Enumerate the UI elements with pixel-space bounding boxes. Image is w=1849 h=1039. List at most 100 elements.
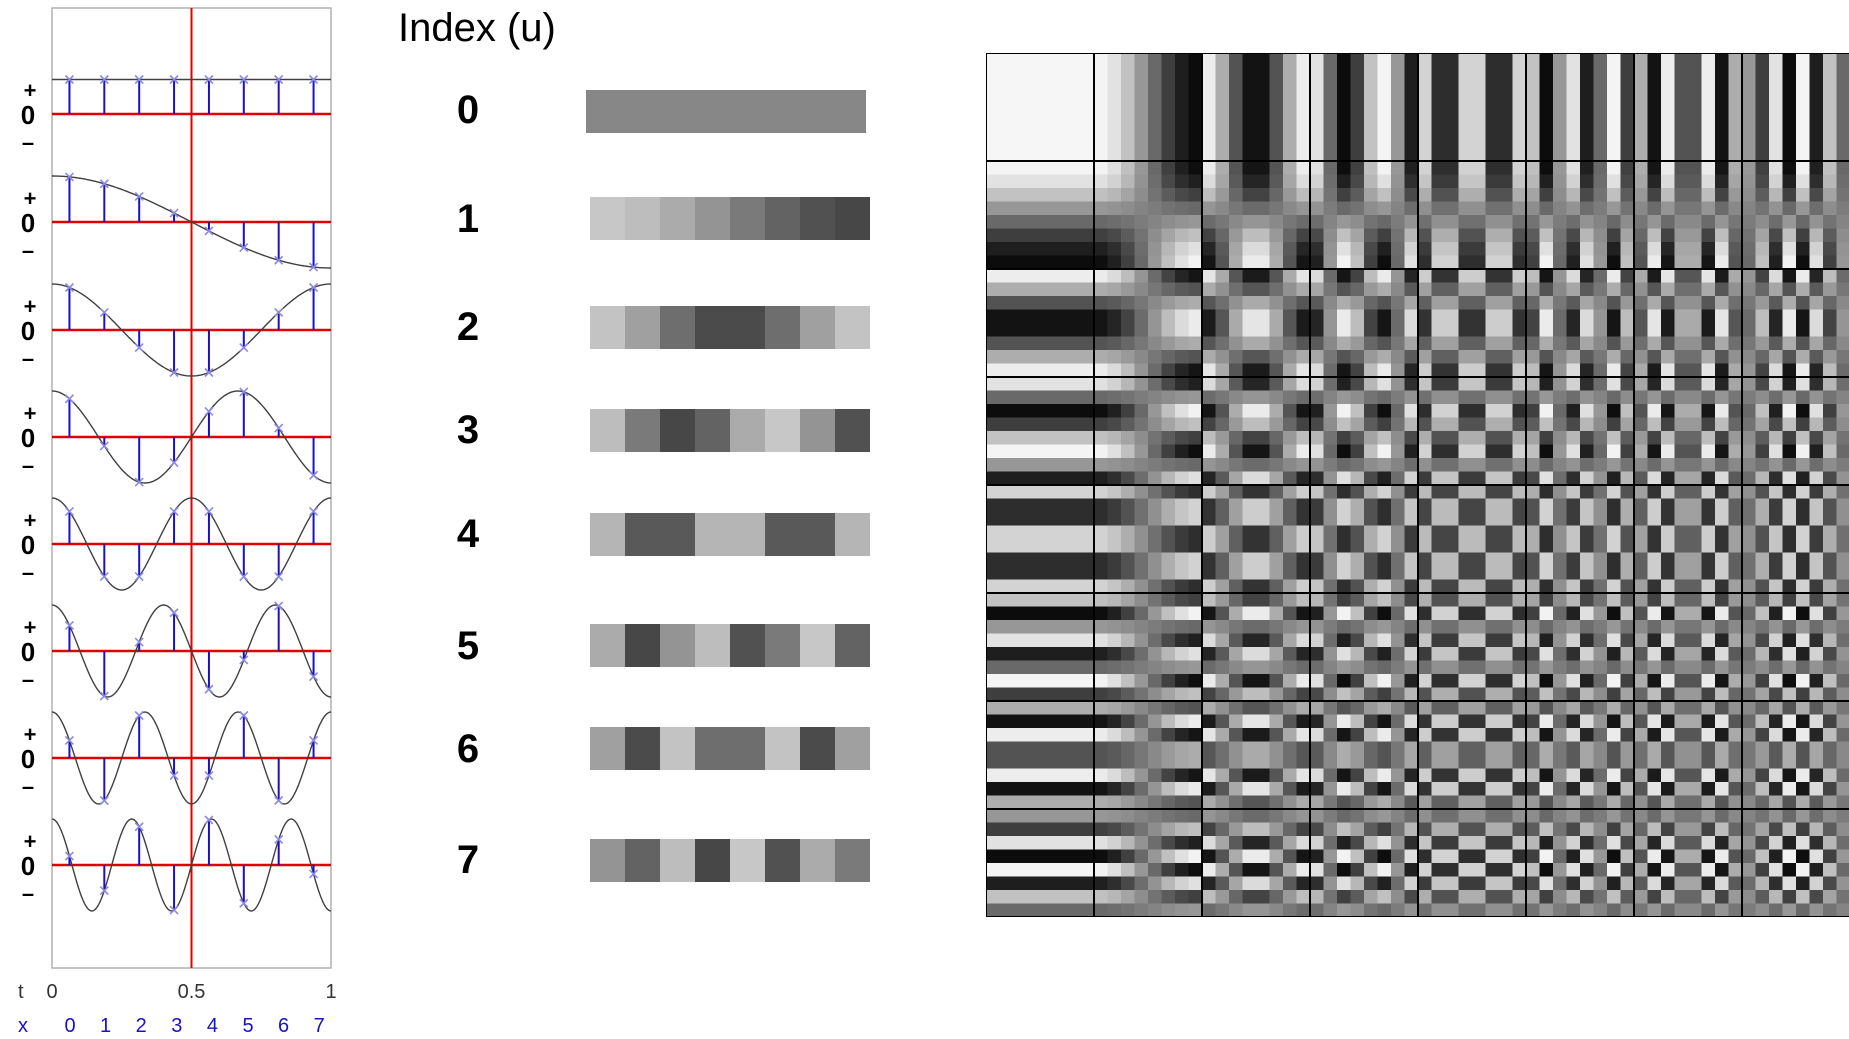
sample-marker [99, 307, 109, 317]
sample-marker [239, 655, 249, 665]
sample-marker [64, 620, 75, 631]
sample-marker [239, 710, 249, 721]
sign-plus-label: + [24, 186, 37, 211]
basis-bar-cell [835, 839, 870, 882]
basis-block [986, 809, 1095, 917]
sign-minus-label: – [22, 560, 34, 585]
basis-bar-cell [730, 306, 765, 349]
basis-block [986, 701, 1095, 810]
basis-bar-cell [621, 90, 656, 133]
sign-plus-label: + [24, 829, 37, 854]
sample-marker [239, 343, 249, 353]
basis-bar-cell [765, 624, 800, 667]
dct-basis-image-grid [986, 53, 1849, 917]
basis-bar-cell [796, 90, 831, 133]
sign-minus-label: – [22, 238, 34, 263]
index-label-5: 5 [456, 624, 480, 668]
x-tick-label: 7 [314, 1015, 325, 1037]
basis-bar-6 [590, 727, 870, 770]
basis-block [1094, 269, 1203, 378]
basis-block [1418, 269, 1527, 378]
sample-marker [169, 457, 179, 468]
basis-bar-cell [695, 409, 730, 452]
basis-block [1202, 809, 1311, 917]
basis-block [1310, 269, 1419, 378]
basis-bar-cell [800, 727, 835, 770]
sample-marker [99, 441, 109, 451]
sample-marker [274, 571, 284, 582]
sign-zero-label: 0 [21, 423, 35, 453]
basis-block [1742, 161, 1849, 270]
basis-bar-cell [800, 839, 835, 882]
sample-marker [169, 506, 179, 517]
basis-block [1418, 701, 1527, 810]
basis-block [1526, 593, 1635, 702]
sample-marker [204, 406, 214, 417]
basis-block [1742, 485, 1849, 594]
basis-bar-cell [831, 90, 866, 133]
sample-marker [308, 506, 319, 517]
basis-bar-cell [660, 409, 695, 452]
basis-bar-1 [590, 197, 870, 240]
basis-bar-cell [730, 839, 765, 882]
sample-marker [134, 74, 144, 85]
sign-zero-label: 0 [21, 316, 35, 346]
sample-marker [274, 307, 284, 317]
basis-block [1634, 701, 1743, 810]
basis-block [1526, 53, 1635, 162]
basis-block [1094, 161, 1203, 270]
index-label-3: 3 [456, 408, 480, 452]
basis-block [1418, 53, 1527, 162]
cosine-curve [51, 390, 332, 484]
sample-marker [308, 671, 319, 682]
index-title: Index (u) [398, 6, 556, 50]
basis-bar-cell [800, 513, 835, 556]
sample-marker [308, 282, 319, 293]
sample-marker [274, 74, 284, 85]
sample-marker [134, 191, 144, 202]
sample-marker [204, 771, 214, 781]
basis-bar-cell [800, 197, 835, 240]
basis-bar-cell [835, 727, 870, 770]
sample-marker [64, 735, 75, 745]
index-label-0: 0 [456, 88, 480, 132]
cosine-waveform-plot: +0–+0–+0–+0–+0–+0–+0–+0–t 0 0.5 1x 0 1 2 3 4 5 6 7 [18, 7, 337, 1037]
basis-block [1094, 485, 1203, 594]
sample-marker [64, 74, 75, 85]
sample-marker [64, 282, 75, 293]
sample-marker [64, 851, 75, 861]
sign-minus-label: – [22, 130, 34, 155]
basis-block [1202, 701, 1311, 810]
basis-block [1526, 809, 1635, 917]
basis-block [1202, 593, 1311, 702]
sign-minus-label: – [22, 774, 34, 799]
sign-minus-label: – [22, 453, 34, 478]
basis-bar-cell [695, 727, 730, 770]
sample-marker [64, 506, 75, 517]
basis-bar-cell [730, 624, 765, 667]
sample-marker [239, 74, 249, 85]
basis-bar-cell [590, 727, 625, 770]
basis-bar-cell [625, 839, 660, 882]
basis-bar-cell [590, 409, 625, 452]
basis-block [1094, 701, 1203, 810]
basis-bar-cell [590, 624, 625, 667]
sample-marker [239, 571, 249, 582]
sample-marker [64, 172, 75, 182]
cosine-curve [51, 711, 332, 805]
basis-block [1310, 485, 1419, 594]
sample-marker [274, 795, 284, 806]
basis-bar-cell [586, 90, 621, 133]
basis-bar-cell [590, 306, 625, 349]
x-tick-label: 3 [171, 1015, 182, 1037]
sample-marker [169, 367, 179, 378]
basis-bar-5 [590, 624, 870, 667]
basis-block [1418, 809, 1527, 917]
basis-block [1418, 377, 1527, 486]
sample-marker [169, 771, 179, 781]
basis-block [1418, 593, 1527, 702]
basis-bar-cell [590, 839, 625, 882]
basis-bar-cell [590, 197, 625, 240]
x-tick-label: 6 [278, 1015, 289, 1037]
sign-plus-label: + [24, 615, 37, 640]
